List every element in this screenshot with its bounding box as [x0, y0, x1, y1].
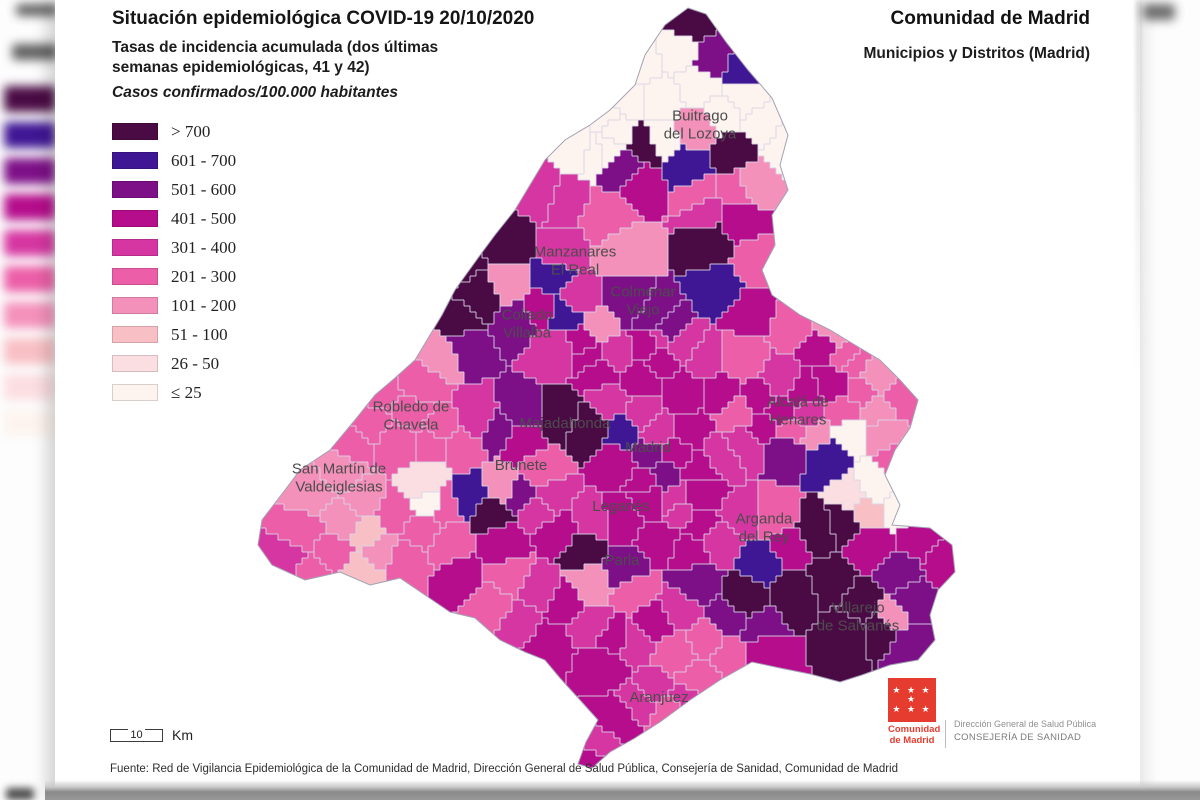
- logo-dept-line1: Dirección General de Salud Pública: [954, 719, 1097, 729]
- legend-item: > 700: [112, 121, 236, 141]
- card-right-edge-shade: [1136, 0, 1141, 380]
- region-subtitle: Municipios y Distritos (Madrid): [863, 45, 1090, 62]
- legend-label: 51 - 100: [171, 324, 228, 344]
- blurred-legend-bar: [4, 266, 56, 292]
- legend-label: 201 - 300: [171, 266, 237, 286]
- logo-org-name: Comunidad de Madrid: [888, 724, 941, 747]
- legend-item: 26 - 50: [112, 353, 236, 373]
- legend-swatch: [112, 268, 158, 285]
- region-outline: [257, 7, 956, 769]
- logo-flag: ★ ★ ★ ★ ★ ★ ★: [888, 678, 936, 722]
- blurred-legend-bar: [4, 302, 56, 328]
- legend-swatch: [112, 239, 158, 256]
- legend-label: 26 - 50: [171, 353, 220, 373]
- map-subtitle-line1: Tasas de incidencia acumulada (dos últim…: [112, 39, 439, 56]
- choropleth-bin-0: [434, 8, 896, 684]
- source-note: Fuente: Red de Vigilancia Epidemiológica…: [110, 763, 899, 775]
- scale-bar-value: 10: [128, 729, 145, 741]
- legend-label: ≤ 25: [171, 382, 202, 402]
- blurred-legend-bar: [4, 410, 56, 436]
- logo-dept: Dirección General de Salud Pública CONSE…: [954, 719, 1096, 748]
- legend-swatch: [112, 355, 158, 372]
- blurred-title-smudge: [16, 4, 58, 16]
- legend-item: 301 - 400: [112, 237, 237, 257]
- legend-item: 51 - 100: [112, 324, 236, 344]
- legend-label: 101 - 200: [171, 295, 237, 315]
- choropleth-bin-3: [428, 162, 955, 768]
- legend-swatch: [112, 152, 158, 169]
- blurred-legend-bar: [4, 122, 56, 148]
- legend-item: 501 - 600: [112, 179, 237, 199]
- map-subtitle: Tasas de incidencia acumulada (dos últim…: [112, 38, 438, 78]
- corner-smudge-top-right: [1143, 4, 1175, 20]
- map-note: Casos confirmados/100.000 habitantes: [112, 84, 399, 101]
- map-title: Situación epidemiológica COVID-19 20/10/…: [112, 8, 535, 29]
- choropleth-bin-8: [392, 462, 866, 510]
- legend-item: 201 - 300: [112, 266, 237, 286]
- logo-stars-row1: ★ ★ ★ ★: [892, 684, 932, 705]
- madrid-logo: ★ ★ ★ ★ ★ ★ ★ Comunidad de Madrid Direcc…: [888, 678, 1096, 748]
- scale-bar-rect: 10: [110, 728, 163, 742]
- legend-label: > 700: [171, 121, 211, 141]
- legend-swatch: [112, 123, 158, 140]
- legend-label: 501 - 600: [171, 179, 237, 199]
- logo-dept-line2: CONSEJERÍA DE SANIDAD: [954, 732, 1082, 743]
- legend-swatch: [112, 384, 158, 401]
- logo-flag-wrap: ★ ★ ★ ★ ★ ★ ★ Comunidad de Madrid: [888, 678, 941, 748]
- legend-label: 301 - 400: [171, 237, 237, 257]
- legend-label: 401 - 500: [171, 208, 237, 228]
- region-title: Comunidad de Madrid: [890, 8, 1091, 29]
- legend-item: 601 - 700: [112, 150, 237, 170]
- logo-divider: [945, 720, 946, 748]
- scale-bar-unit: Km: [172, 727, 193, 743]
- legend-list: > 700 601 - 700 501 - 600 401 - 500 301 - 40…: [112, 121, 237, 402]
- legend-label: 601 - 700: [171, 150, 237, 170]
- blurred-legend-bar: [4, 158, 56, 184]
- blurred-legend-bar: [4, 230, 56, 256]
- legend-swatch: [112, 210, 158, 227]
- choropleth-bin-4: [258, 156, 824, 756]
- bottom-gradient-bar: [45, 780, 1200, 800]
- logo-org-line1: Comunidad: [888, 724, 941, 735]
- blurred-legend-bar: [4, 86, 56, 112]
- blurred-legend-bar: [4, 338, 56, 364]
- legend-swatch: [112, 326, 158, 343]
- corner-smudge-bottom-left: [6, 788, 34, 800]
- blurred-legend-bar: [4, 374, 56, 400]
- region-header: Comunidad de Madrid Municipios y Distrit…: [864, 8, 1090, 63]
- logo-stars-row2: ★ ★ ★: [892, 703, 932, 714]
- legend-item: ≤ 25: [112, 382, 236, 402]
- blurred-legend-bar: [4, 194, 56, 220]
- legend-item: 101 - 200: [112, 295, 237, 315]
- legend-swatch: [112, 297, 158, 314]
- map-subtitle-line2: semanas epidemiológicas, 41 y 42): [112, 58, 370, 76]
- legend-swatch: [112, 181, 158, 198]
- blurred-text-smudge: [12, 44, 58, 60]
- logo-org-line2: de Madrid: [889, 734, 935, 746]
- legend-item: 401 - 500: [112, 208, 237, 228]
- scale-bar: 10 Km: [110, 727, 193, 743]
